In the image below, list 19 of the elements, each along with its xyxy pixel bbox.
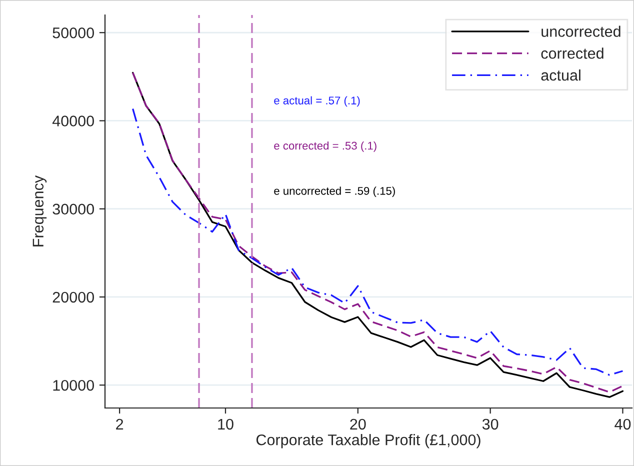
legend-label: actual <box>541 69 580 81</box>
y-axis-title: Frequency <box>32 175 47 246</box>
x-tick-label: 20 <box>350 418 366 430</box>
legend-label: uncorrected <box>542 26 620 37</box>
y-tick-label: 20000 <box>52 292 94 303</box>
x-tick-label: 10 <box>218 418 234 430</box>
y-tick-label: 40000 <box>52 116 94 126</box>
legend-label: corrected <box>541 48 604 59</box>
line-series <box>132 108 624 376</box>
annotation: e uncorrected = .59 (.15) <box>274 186 395 198</box>
y-tick-label: 10000 <box>53 380 94 391</box>
y-tick-label: 50000 <box>52 27 94 38</box>
x-tick-label: 2 <box>116 418 124 430</box>
annotation: e corrected = .53 (.1) <box>274 141 376 152</box>
x-tick-label: 30 <box>482 418 498 430</box>
x-axis-title: Corporate Taxable Profit (£1,000) <box>256 434 480 448</box>
x-tick-label: 40 <box>614 418 631 430</box>
annotation: e actual = .57 (.1) <box>274 96 360 107</box>
y-tick-label: 30000 <box>52 204 94 215</box>
